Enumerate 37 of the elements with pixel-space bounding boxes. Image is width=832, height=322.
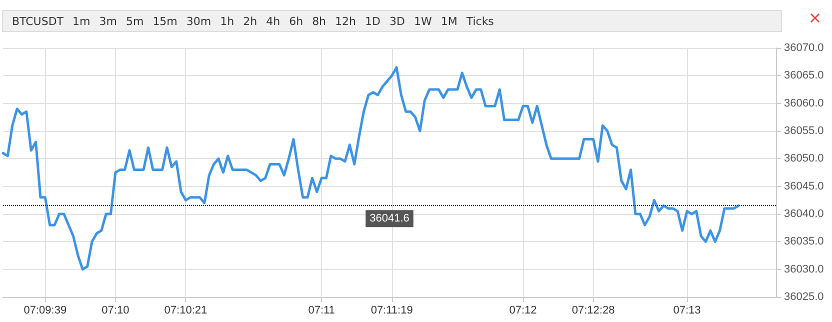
text: 1W [414,14,432,28]
y-tick-label: 36065.0 [784,70,824,82]
text: 15m [152,14,178,28]
x-tick-label: 07:10:21 [164,304,208,316]
text: 3m [99,14,117,28]
y-tick-label: 36025.0 [784,291,824,303]
chart-title: BTCUSDT [12,14,64,28]
text: Ticks [466,14,494,28]
x-tick-label: 07:11 [308,304,335,316]
y-tick-label: 36035.0 [784,236,824,248]
text: 1D [365,14,380,28]
text: 12h [335,14,356,28]
y-tick-label: 36050.0 [784,152,824,165]
text: 8h [312,14,326,28]
y-tick-label: 36060.0 [784,97,824,110]
text: 1h [220,14,234,28]
x-tick-label: 07:13 [673,304,701,316]
text: 4h [266,14,280,28]
text: 30m [186,14,212,28]
text: 1M [440,14,458,28]
text: 5m [126,14,144,28]
text: 6h [289,14,304,28]
text: 1m [72,14,90,28]
y-tick-label: 36040.0 [784,208,824,220]
y-tick-label: 36030.0 [784,263,824,276]
x-tick-label: 07:12 [509,304,537,316]
y-tick-label: 36055.0 [784,125,824,137]
x-tick-label: 07:09:39 [24,304,67,316]
line-series [2,66,740,271]
x-tick-label: 07:10 [102,304,130,316]
x-tick-label: 07:12:28 [572,304,615,316]
y-tick-label: 36070.0 [784,42,824,54]
y-tick-label: 36045.0 [784,180,824,192]
ref-line-label: 36041.6 [370,212,410,225]
text: 2h [243,14,258,28]
text: 3D [389,14,405,28]
x-tick-label: 07:11:19 [370,304,413,316]
